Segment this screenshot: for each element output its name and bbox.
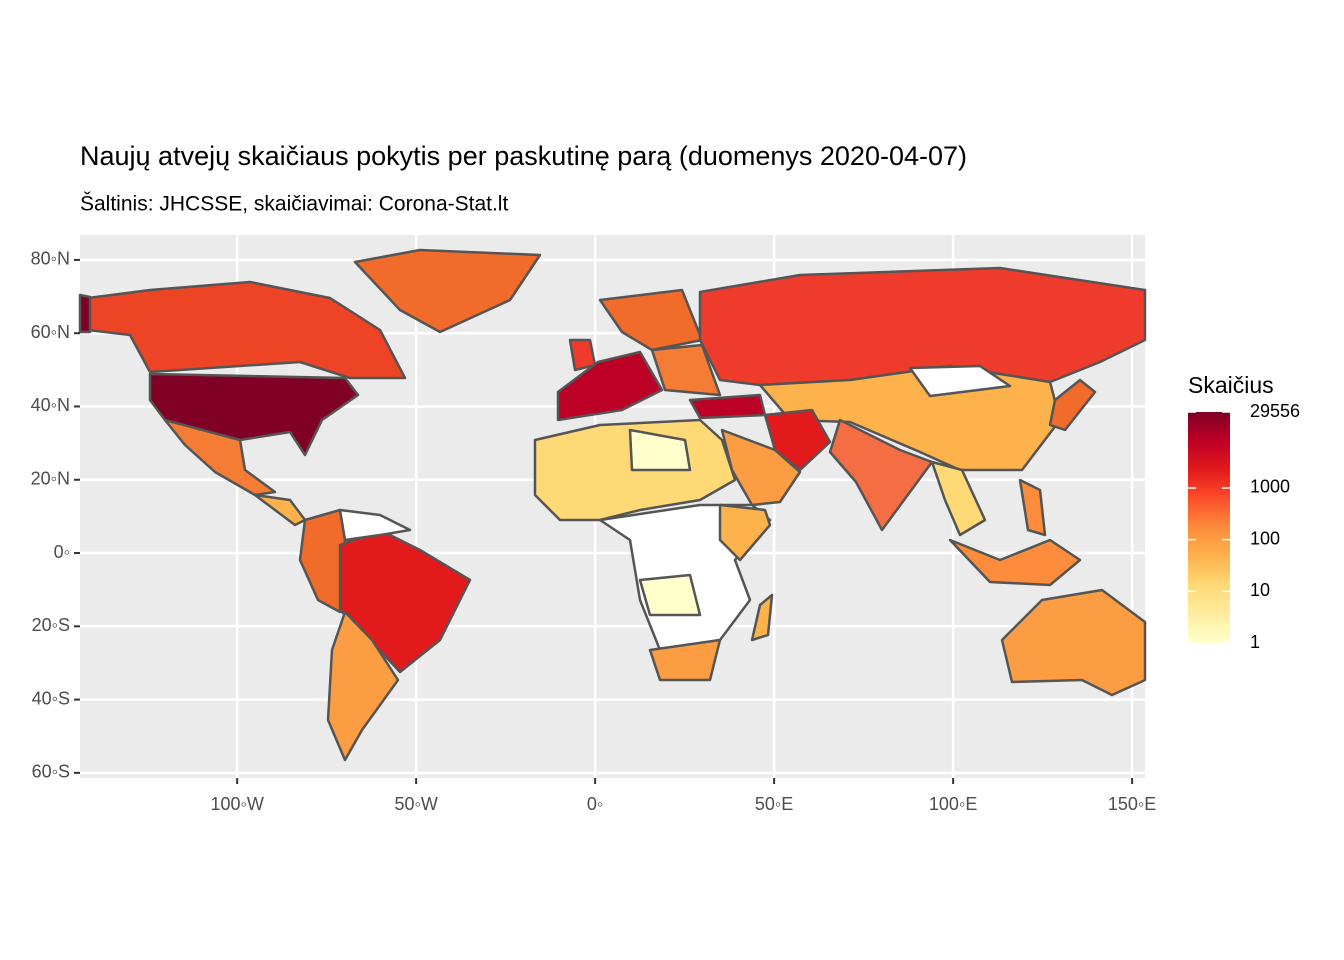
country	[556, 350, 664, 422]
country	[638, 573, 702, 617]
y-tick-label: 40◦N	[31, 395, 70, 415]
y-tick-label: 20◦N	[31, 469, 70, 489]
y-tick-label: 60◦N	[31, 322, 70, 342]
country	[650, 343, 722, 397]
country	[1018, 478, 1047, 537]
x-tick-label: 50◦W	[394, 794, 437, 814]
country	[628, 428, 692, 472]
country	[1000, 588, 1147, 697]
country	[86, 280, 407, 380]
x-tick-label: 100◦W	[210, 794, 263, 814]
country	[353, 248, 542, 334]
y-tick-label: 80◦N	[31, 249, 70, 269]
country	[688, 393, 767, 420]
country	[948, 538, 1082, 587]
country	[930, 460, 987, 537]
y-tick-label: 20◦S	[32, 615, 70, 635]
country	[718, 503, 772, 562]
country	[338, 508, 412, 542]
country	[648, 638, 722, 682]
legend-label: 29556	[1250, 401, 1300, 421]
legend-colorbar	[1188, 412, 1230, 643]
country	[568, 338, 597, 372]
legend-label: 100	[1250, 528, 1280, 548]
x-tick-label: 100◦E	[929, 794, 977, 814]
x-tick-label: 150◦E	[1108, 794, 1156, 814]
country	[326, 610, 400, 762]
chart-title: Naujų atvejų skaičiaus pokytis per pasku…	[80, 141, 967, 171]
legend-title: Skaičius	[1188, 372, 1274, 398]
axes: 100◦W 50◦W 0◦ 50◦E 100◦E 150◦E 60◦S 40◦S 20◦S 0◦ 2…	[31, 249, 1157, 814]
legend-label: 10	[1250, 580, 1270, 600]
y-tick-label: 0◦	[54, 542, 70, 562]
country	[598, 288, 704, 352]
country	[828, 418, 934, 532]
country	[908, 364, 1012, 398]
map	[78, 248, 1147, 762]
country	[163, 418, 277, 497]
country	[78, 293, 92, 334]
x-tick-label: 0◦	[587, 794, 603, 814]
y-tick-label: 60◦S	[32, 762, 70, 782]
country	[1048, 378, 1097, 432]
x-tick-label: 50◦E	[755, 794, 793, 814]
y-tick-label: 40◦S	[32, 688, 70, 708]
legend-label: 1000	[1250, 477, 1290, 497]
legend-label: 1	[1250, 632, 1260, 652]
chart-subtitle: Šaltinis: JHCSSE, skaičiavimai: Corona-S…	[80, 193, 508, 216]
country	[750, 593, 774, 642]
legend: 1 10 100 1000 29556	[1188, 401, 1300, 652]
